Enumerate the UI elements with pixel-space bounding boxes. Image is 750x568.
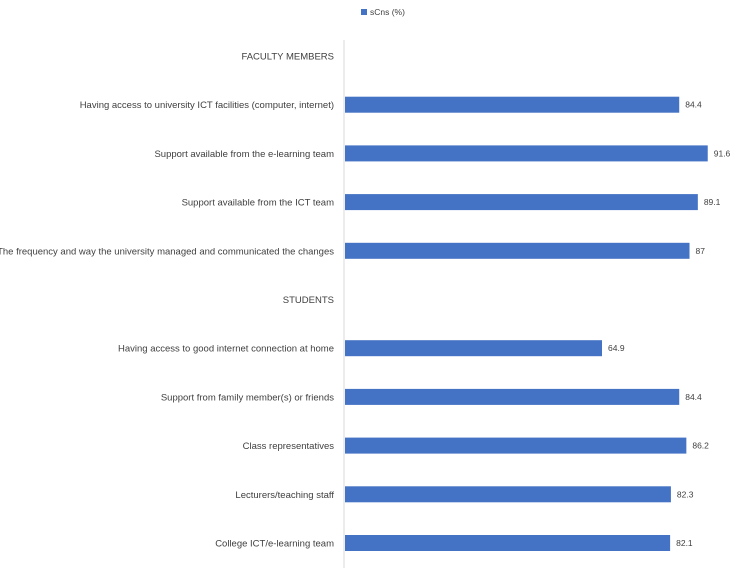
category-label: Support from family member(s) or friends [161, 392, 334, 403]
bar [345, 388, 680, 405]
value-label: 86.2 [692, 441, 709, 451]
category-label: STUDENTS [283, 295, 334, 306]
value-label: 82.3 [677, 489, 694, 499]
category-label: The frequency and way the university man… [0, 246, 334, 257]
category-label: Support available from the ICT team [182, 198, 335, 209]
bar [345, 486, 671, 503]
bar [345, 96, 680, 113]
bar [345, 535, 671, 551]
bar [345, 437, 687, 454]
category-label: FACULTY MEMBERS [241, 52, 334, 63]
value-label: 84.4 [685, 100, 702, 110]
legend: sCns (%) [361, 7, 405, 17]
category-label: Support available from the e-learning te… [154, 149, 334, 160]
bar [345, 242, 690, 259]
value-label: 87 [696, 246, 706, 256]
value-labels: 84.4 91.6 89.1 87 64.9 84.4 86.2 82.3 82.1 [608, 100, 731, 548]
bar [345, 340, 603, 357]
legend-swatch [361, 9, 367, 15]
value-label: 91.6 [714, 148, 731, 158]
value-label: 89.1 [704, 197, 721, 207]
value-label: 82.1 [676, 538, 693, 548]
category-label: Class representatives [243, 441, 335, 452]
bar [345, 145, 708, 162]
bars-group [345, 96, 708, 551]
category-label: Having access to good internet connectio… [118, 344, 334, 355]
category-labels: FACULTY MEMBERS Having access to universi… [0, 52, 334, 550]
bar [345, 194, 698, 211]
category-label: Having access to university ICT faciliti… [80, 100, 334, 111]
value-label: 84.4 [685, 392, 702, 402]
category-label: Lecturers/teaching staff [235, 490, 334, 501]
legend-label: sCns (%) [370, 7, 405, 17]
value-label: 64.9 [608, 343, 625, 353]
category-label: College ICT/e-learning team [215, 539, 334, 550]
